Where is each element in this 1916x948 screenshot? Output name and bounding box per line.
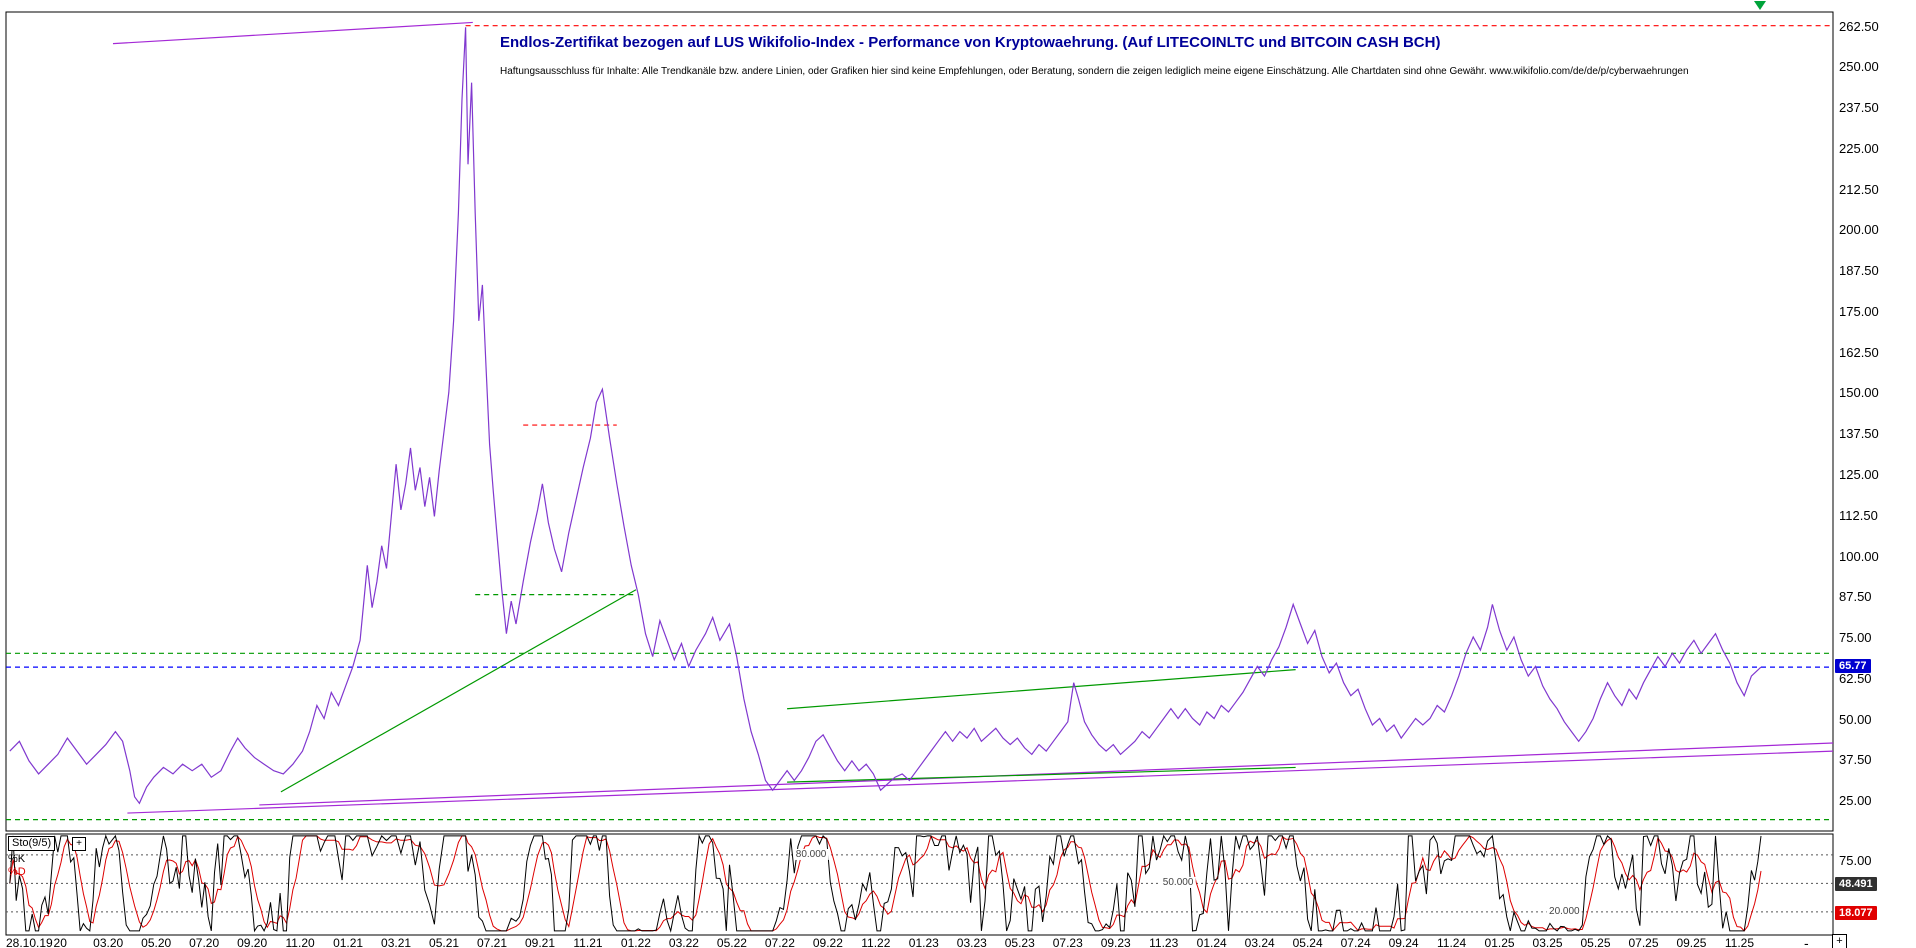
sto-k-label: %K: [8, 853, 26, 865]
x-axis-label: 03.22: [668, 936, 699, 948]
y-axis-label: 250.00: [1839, 59, 1879, 75]
x-axis-label: 01.23: [908, 936, 939, 948]
sto-k-value-tag: 48.491: [1835, 876, 1877, 891]
sto-level-label: 50.000: [1160, 877, 1196, 889]
x-axis-label: 05.22: [716, 936, 747, 948]
x-axis-label: 01.24: [1196, 936, 1227, 948]
x-axis-label: 05.25: [1580, 936, 1611, 948]
x-axis-label: 03.23: [956, 936, 987, 948]
x-axis-label: 03.21: [381, 936, 412, 948]
y-axis-label: 225.00: [1839, 140, 1879, 156]
x-axis-label: 11.24: [1436, 936, 1467, 948]
y-axis-label: 200.00: [1839, 222, 1879, 238]
x-axis-label: 11.22: [861, 936, 891, 948]
sto-indicator-label[interactable]: Sto(9/5): [8, 836, 56, 851]
green-marker-icon: [1754, 1, 1766, 10]
x-axis-label: 11.21: [573, 936, 603, 948]
x-axis-label: 05.24: [1292, 936, 1323, 948]
x-axis-label: 09.22: [812, 936, 843, 948]
x-axis-label: 05.23: [1004, 936, 1035, 948]
y-axis-label: 212.50: [1839, 181, 1879, 197]
x-axis-label: 11.20: [285, 936, 315, 948]
y-axis-label: 25.00: [1839, 793, 1872, 809]
x-axis-label: 07.21: [477, 936, 508, 948]
y-axis-label: 75.00: [1839, 630, 1872, 645]
x-axis-label: 07.22: [764, 936, 795, 948]
x-axis-label: 05.21: [429, 936, 460, 948]
sto-d-label: %D: [8, 866, 26, 878]
y-axis-label: 137.50: [1839, 426, 1879, 442]
sto-level-label: 80.000: [793, 848, 829, 860]
y-axis-label: 37.50: [1839, 752, 1872, 768]
chart-disclaimer: Haftungsausschluss für Inhalte: Alle Tre…: [500, 66, 1689, 77]
x-axis-label: 09.25: [1676, 936, 1707, 948]
x-axis-label: 07.25: [1628, 936, 1659, 948]
sto-expand-button[interactable]: +: [72, 837, 86, 851]
y-axis-label: 100.00: [1839, 548, 1879, 564]
y-axis-label: 262.50: [1839, 18, 1879, 34]
x-axis-label: 07.24: [1340, 936, 1371, 948]
x-axis-label: 01.25: [1484, 936, 1515, 948]
y-axis-label: 125.00: [1839, 466, 1879, 482]
chart-title: Endlos-Zertifikat bezogen auf LUS Wikifo…: [500, 34, 1441, 51]
x-axis-label: 11.23: [1149, 936, 1179, 948]
y-axis-label: 50.00: [1839, 711, 1872, 727]
y-axis-label: 175.00: [1839, 303, 1879, 319]
x-axis-label: 01.21: [333, 936, 364, 948]
y-axis-label: 112.50: [1839, 507, 1878, 523]
x-axis-label: 09.23: [1100, 936, 1131, 948]
x-axis-label: 11.25: [1724, 936, 1755, 948]
x-axis-label: 05.20: [141, 936, 172, 948]
x-axis-label: 09.21: [524, 936, 555, 948]
x-axis-label: 20: [53, 936, 67, 948]
last-price-tag: 65.77: [1835, 659, 1871, 674]
x-axis-label: 01.22: [620, 936, 651, 948]
x-axis-label: 07.23: [1052, 936, 1083, 948]
x-axis-label: 03.25: [1532, 936, 1563, 948]
x-axis-label: 09.20: [237, 936, 268, 948]
x-axis-label: 07.20: [189, 936, 220, 948]
sto-d-value-tag: 18.077: [1835, 905, 1877, 920]
sto-axis-label: 75.00: [1839, 853, 1872, 868]
y-axis-label: 187.50: [1839, 263, 1879, 279]
x-axis-label: 03.24: [1244, 936, 1275, 948]
y-axis-label: 87.50: [1839, 589, 1872, 605]
y-axis-label: 162.50: [1839, 344, 1879, 360]
zoom-out-button[interactable]: -: [1804, 935, 1809, 948]
x-axis-label: 03.20: [93, 936, 124, 948]
x-axis-label: 28.10.19: [6, 936, 53, 948]
zoom-in-button[interactable]: +: [1832, 934, 1847, 948]
y-axis-label: 237.50: [1839, 100, 1879, 116]
x-axis-label: 09.24: [1388, 936, 1419, 948]
y-axis-label: 62.50: [1839, 670, 1872, 686]
y-axis-label: 150.00: [1839, 385, 1879, 401]
sto-level-label: 20.000: [1547, 905, 1582, 917]
